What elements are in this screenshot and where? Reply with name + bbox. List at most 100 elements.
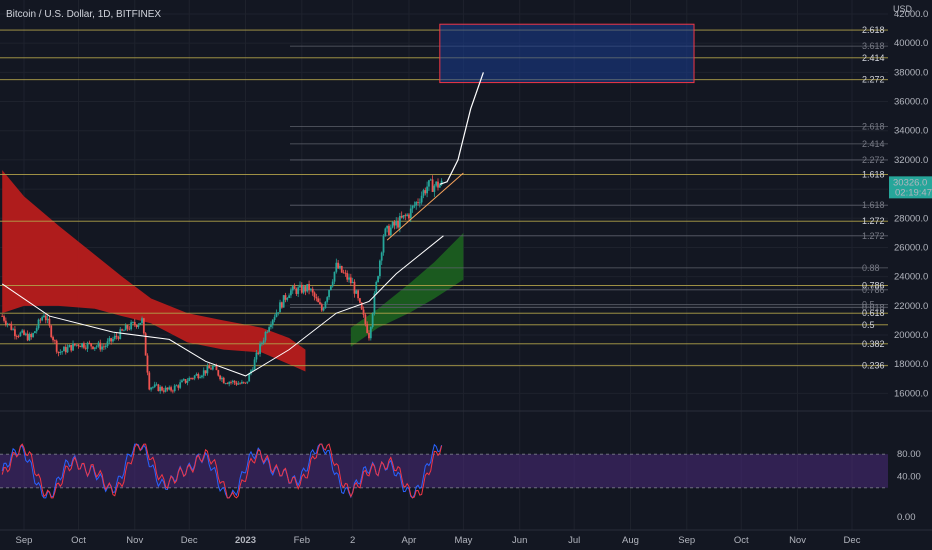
candle-body <box>257 352 260 354</box>
time-tick-label: Apr <box>402 535 417 546</box>
candle-body <box>75 344 78 346</box>
candle-body <box>226 383 229 385</box>
candle-body <box>191 378 194 379</box>
price-tick-label: 16000.0 <box>894 388 928 399</box>
fib-label: 1.618 <box>862 170 885 180</box>
fib-label: 0.786 <box>862 280 885 290</box>
candle-body <box>6 323 9 325</box>
candle-body <box>3 316 5 321</box>
candle-body <box>122 330 125 332</box>
candle-body <box>413 205 416 207</box>
candle-body <box>182 379 185 381</box>
fib-label-secondary: 2.414 <box>862 139 885 149</box>
candle-body <box>63 346 65 352</box>
candle-body <box>61 351 64 353</box>
target-zone[interactable] <box>439 23 695 84</box>
candle-body <box>115 335 118 337</box>
fib-label: 0.236 <box>862 361 885 371</box>
candle-body <box>102 346 105 348</box>
fib-label: 1.272 <box>862 216 885 226</box>
candle-body <box>297 287 300 294</box>
indicator-lines <box>1 72 484 377</box>
candle-body <box>300 284 303 293</box>
candle-body <box>10 323 13 330</box>
candle-body <box>326 297 329 302</box>
candle-body <box>264 331 267 341</box>
candle-body <box>380 252 383 261</box>
candle-body <box>411 205 414 209</box>
target-zone-box <box>439 23 695 84</box>
candle-body <box>357 290 360 299</box>
candle-body <box>101 346 103 350</box>
candle-body <box>233 380 236 383</box>
candle-body <box>95 346 98 348</box>
time-tick-label: May <box>454 535 472 546</box>
fib-label-secondary: 0.618 <box>862 302 885 312</box>
candle-body <box>433 185 436 192</box>
candle-body <box>377 276 379 282</box>
candle-body <box>46 318 49 321</box>
candle-body <box>344 272 347 274</box>
candle-body <box>108 338 111 342</box>
candle-body <box>408 214 410 219</box>
oscillator-pane <box>0 443 888 499</box>
candle-body <box>171 390 174 392</box>
candle-body <box>319 302 321 305</box>
candle-body <box>23 330 25 335</box>
candle-body <box>262 340 265 343</box>
price-tick-label: 36000.0 <box>894 97 928 108</box>
candle-body <box>386 225 389 229</box>
fib-label-secondary: 3.618 <box>862 41 885 51</box>
candle-body <box>150 387 153 390</box>
candle-body <box>133 322 136 325</box>
candle-body <box>228 382 231 384</box>
fib-label: 0.5 <box>862 320 875 330</box>
candle-body <box>28 333 31 341</box>
candle-body <box>435 181 438 186</box>
candle-body <box>348 277 350 280</box>
candle-body <box>35 328 38 332</box>
candle-body <box>438 184 441 188</box>
candle-body <box>193 375 196 379</box>
candle-body <box>337 262 340 269</box>
candle-body <box>83 343 85 348</box>
candle-body <box>186 381 189 383</box>
candle-body <box>201 375 203 378</box>
candle-body <box>373 293 376 314</box>
price-tick-label: 40000.0 <box>894 38 928 49</box>
candle-body <box>92 346 94 349</box>
candle-body <box>222 377 225 384</box>
candle-body <box>431 179 434 192</box>
candle-body <box>53 340 56 342</box>
candle-body <box>282 295 285 308</box>
candle-body <box>215 365 218 371</box>
candle-body <box>409 208 412 219</box>
candle-body <box>41 317 44 321</box>
fib-label: 2.272 <box>862 75 885 85</box>
candle-body <box>428 180 430 187</box>
candle-body <box>271 319 274 326</box>
candle-body <box>293 286 296 289</box>
candle-body <box>375 281 378 294</box>
candle-body <box>110 338 113 342</box>
candle-body <box>117 336 120 339</box>
candle-body <box>328 289 330 298</box>
fib-label: 0.618 <box>862 308 885 318</box>
candle-body <box>135 324 138 327</box>
time-tick-label: Dec <box>181 535 198 546</box>
time-tick-label: Feb <box>294 535 310 546</box>
candle-body <box>331 281 334 287</box>
candle-body <box>73 343 76 346</box>
candle-body <box>99 342 102 350</box>
candle-body <box>21 330 24 333</box>
price-tick-label: 22000.0 <box>894 301 928 312</box>
price-tick-label: 24000.0 <box>894 272 928 283</box>
fib-label-secondary: 0.88 <box>862 263 880 273</box>
candle-body <box>159 386 162 392</box>
candle-body <box>124 325 127 331</box>
candle-body <box>26 333 29 341</box>
candle-body <box>393 222 396 226</box>
time-tick-label: Aug <box>622 535 639 546</box>
candle-body <box>132 322 134 323</box>
